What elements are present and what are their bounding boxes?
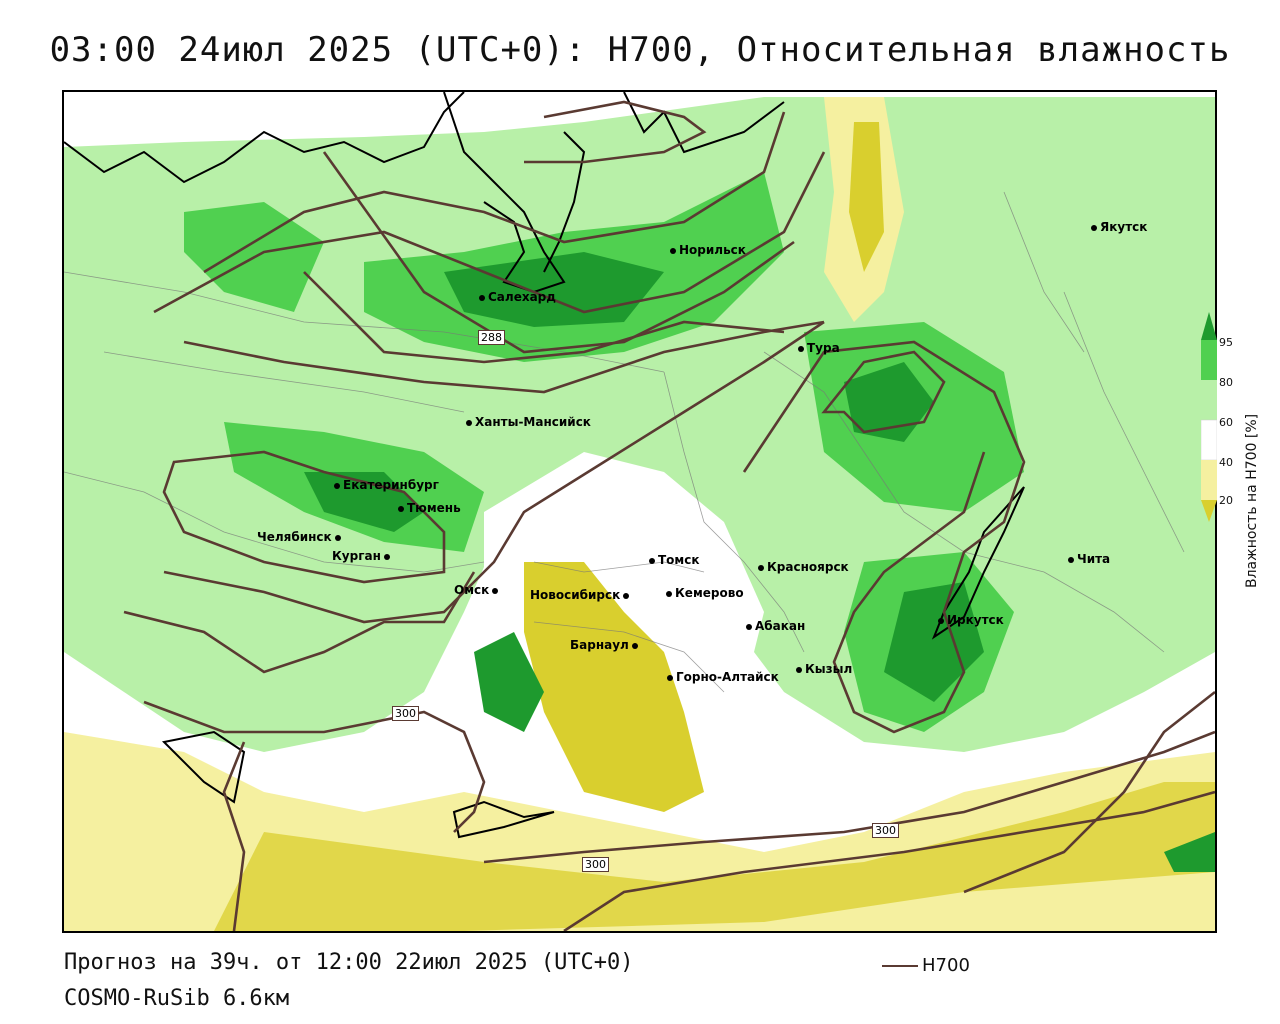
- legend-tick: 60: [1219, 416, 1233, 429]
- map-field: [64, 92, 1215, 931]
- isoline-legend: H700: [882, 955, 970, 976]
- very-wet-core-3: [474, 632, 544, 732]
- city-dot-icon: [398, 505, 404, 512]
- city-kemerovo[interactable]: Кемерово: [666, 586, 744, 600]
- city-dot-icon: [334, 534, 341, 541]
- model-name: COSMO-RuSib 6.6км: [64, 986, 290, 1011]
- city-novosibirsk[interactable]: Новосибирск: [530, 588, 632, 602]
- very-dry-zone-north: [849, 122, 884, 272]
- city-tyumen[interactable]: Тюмень: [398, 501, 461, 515]
- city-dot-icon: [758, 564, 764, 571]
- city-dot-icon: [796, 666, 802, 673]
- city-dot-icon: [746, 623, 752, 630]
- isoline-label: 300: [392, 706, 419, 721]
- city-krasnoyarsk[interactable]: Красноярск: [758, 560, 849, 574]
- city-dot-icon: [466, 419, 472, 426]
- city-yakutsk[interactable]: Якутск: [1091, 220, 1147, 234]
- legend-title: Влажность на H700 [%]: [1244, 413, 1260, 588]
- very-wet-core-5: [884, 582, 984, 702]
- city-dot-icon: [334, 482, 340, 489]
- city-kyzyl[interactable]: Кызыл: [796, 662, 852, 676]
- city-abakan[interactable]: Абакан: [746, 619, 805, 633]
- city-chelyabinsk[interactable]: Челябинск: [257, 530, 344, 544]
- city-dot-icon: [1091, 224, 1097, 231]
- legend-tick: 40: [1219, 456, 1233, 469]
- legend-colorbar: [1201, 312, 1217, 522]
- city-norilsk[interactable]: Норильск: [670, 243, 746, 257]
- city-dot-icon: [649, 557, 655, 564]
- humidity-legend: 95 80 60 40 20: [1201, 312, 1261, 592]
- city-dot-icon: [383, 553, 390, 560]
- very-dry-zone-south: [214, 782, 1215, 931]
- city-irkutsk[interactable]: Иркутск: [938, 613, 1004, 627]
- very-wet-core-6: [1164, 832, 1215, 872]
- city-dot-icon: [492, 587, 499, 594]
- isoline-label: 300: [582, 857, 609, 872]
- very-wet-core-4: [844, 362, 934, 442]
- city-tura[interactable]: Тура: [798, 341, 840, 355]
- city-dot-icon: [666, 590, 672, 597]
- city-dot-icon: [631, 642, 638, 649]
- city-tomsk[interactable]: Томск: [649, 553, 700, 567]
- city-dot-icon: [670, 247, 676, 254]
- city-dot-icon: [623, 592, 630, 599]
- isoline-swatch-icon: [882, 965, 918, 967]
- city-salekhard[interactable]: Салехард: [479, 290, 556, 304]
- city-ekaterinburg[interactable]: Екатеринбург: [334, 478, 439, 492]
- city-dot-icon: [1068, 556, 1074, 563]
- legend-tick: 95: [1219, 336, 1233, 349]
- forecast-map[interactable]: 288 300 300 300 Якутск Норильск Салехард…: [62, 90, 1217, 933]
- legend-tick: 80: [1219, 376, 1233, 389]
- isoline-label: 288: [478, 330, 505, 345]
- city-dot-icon: [938, 617, 944, 624]
- city-chita[interactable]: Чита: [1068, 552, 1110, 566]
- isoline-label: 300: [872, 823, 899, 838]
- city-gorno-altaysk[interactable]: Горно-Алтайск: [667, 670, 779, 684]
- city-kurgan[interactable]: Курган: [332, 549, 393, 563]
- city-khanty-mansiysk[interactable]: Ханты-Мансийск: [466, 415, 591, 429]
- forecast-info: Прогноз на 39ч. от 12:00 22июл 2025 (UTC…: [64, 950, 634, 975]
- legend-tick: 20: [1219, 494, 1233, 507]
- map-title: 03:00 24июл 2025 (UTC+0): H700, Относите…: [49, 30, 1231, 70]
- city-omsk[interactable]: Омск: [454, 583, 501, 597]
- coastlines: [64, 92, 1025, 839]
- very-dry-zone-central: [524, 562, 704, 812]
- city-barnaul[interactable]: Барнаул: [570, 638, 641, 652]
- city-dot-icon: [798, 345, 804, 352]
- city-dot-icon: [479, 294, 485, 301]
- city-dot-icon: [667, 674, 673, 681]
- h700-isolines: [123, 100, 1215, 931]
